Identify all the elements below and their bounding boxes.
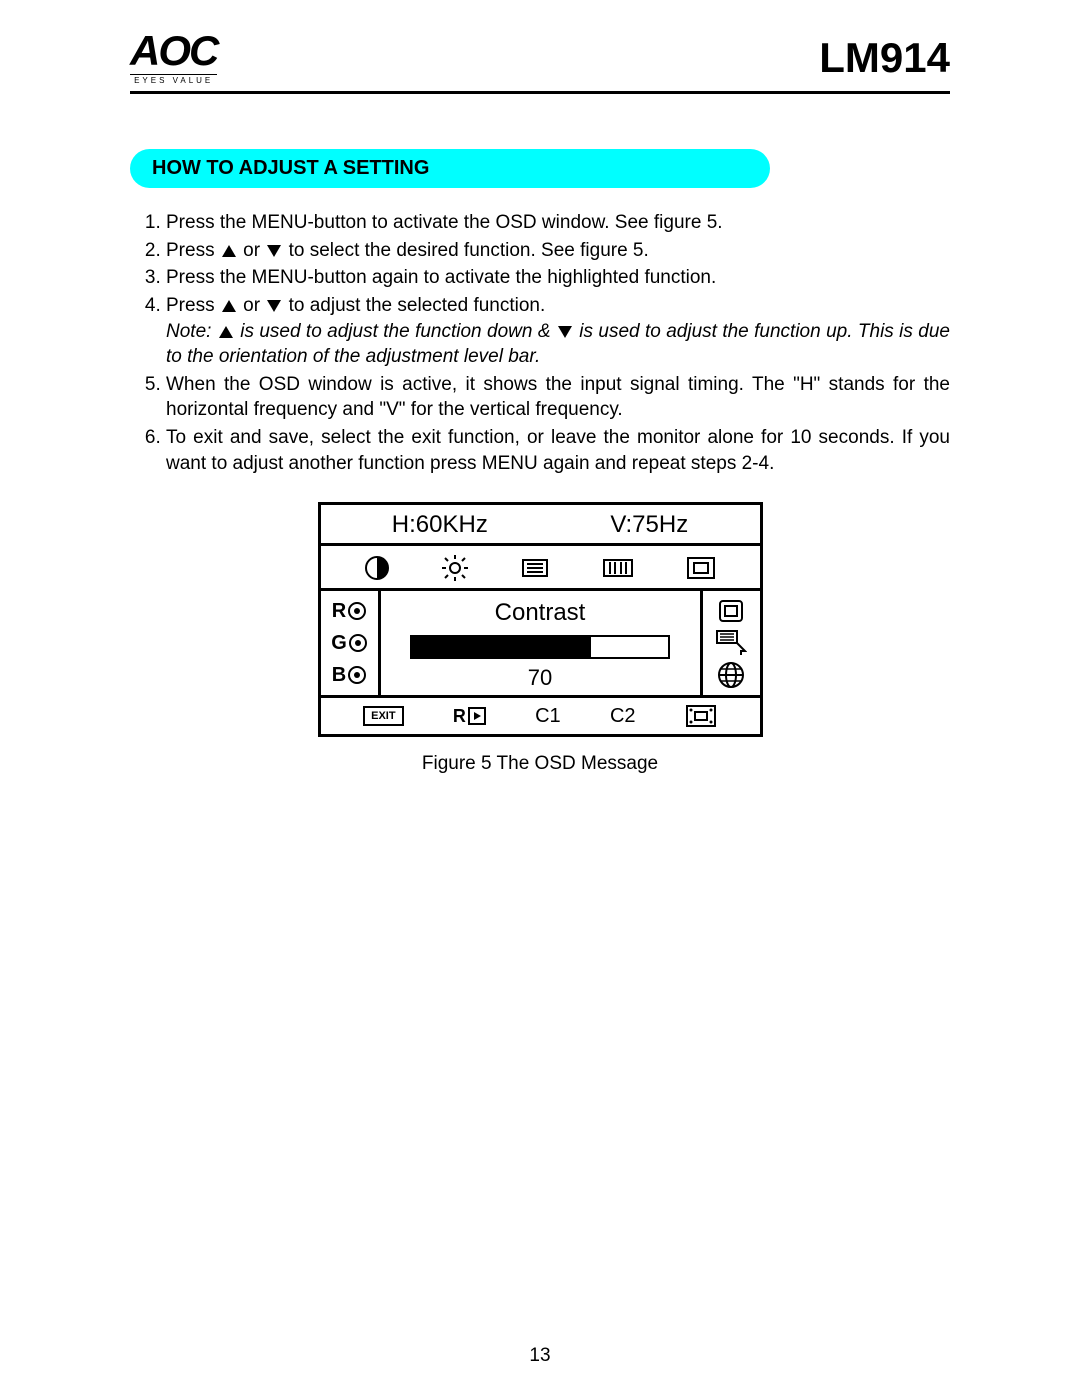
- section-title: HOW TO ADJUST A SETTING: [130, 149, 770, 188]
- brightness-icon: [441, 554, 469, 582]
- osd-top-icons: [321, 546, 760, 591]
- osd-left-icons: R G B: [321, 591, 381, 695]
- step-6: To exit and save, select the exit functi…: [166, 425, 950, 476]
- osd-v-frequency: V:75Hz: [610, 511, 688, 539]
- figure-caption: Figure 5 The OSD Message: [422, 753, 658, 775]
- step-3: Press the MENU-button again to activate …: [166, 265, 950, 291]
- model-number: LM914: [819, 34, 950, 82]
- figure-5: H:60KHz V:75Hz R G B Contrast: [130, 502, 950, 775]
- osd-timing-row: H:60KHz V:75Hz: [321, 505, 760, 546]
- hposition-icon: [520, 557, 550, 579]
- note-text-b: is used to adjust the function down &: [240, 321, 556, 342]
- osd-h-frequency: H:60KHz: [392, 511, 488, 539]
- up-triangle-icon: [222, 245, 236, 257]
- language-icon: [717, 661, 745, 689]
- brand-tagline: EYES VALUE: [130, 74, 217, 85]
- vposition-icon: [601, 557, 635, 579]
- color2-icon: C2: [610, 705, 636, 728]
- osd-window: H:60KHz V:75Hz R G B Contrast: [318, 502, 763, 737]
- step-2-text-b: or: [243, 240, 265, 261]
- down-triangle-icon: [558, 326, 572, 338]
- color1-icon: C1: [535, 705, 561, 728]
- brand-name: AOC: [130, 30, 217, 72]
- osd-level-fill: [412, 637, 591, 657]
- clock-icon: [717, 598, 745, 624]
- page-number: 13: [0, 1345, 1080, 1367]
- down-triangle-icon: [267, 245, 281, 257]
- blue-gain-icon: B: [332, 664, 366, 687]
- osd-body: R G B Contrast 70: [321, 591, 760, 695]
- green-gain-icon: G: [331, 632, 367, 655]
- step-1: Press the MENU-button to activate the OS…: [166, 210, 950, 236]
- brand-logo: AOC EYES VALUE: [130, 30, 217, 85]
- up-triangle-icon: [222, 300, 236, 312]
- size-icon: [686, 556, 716, 580]
- step-2: Press or to select the desired function.…: [166, 238, 950, 264]
- recall-icon: R: [453, 706, 486, 727]
- osd-bottom-icons: EXIT R C1 C2: [321, 695, 760, 734]
- step-4-text-b: or: [243, 295, 265, 316]
- osd-position-icon: [685, 704, 717, 728]
- step-2-text-a: Press: [166, 240, 220, 261]
- osd-level-bar: [410, 635, 670, 659]
- red-gain-icon: R: [332, 600, 366, 623]
- osd-center: Contrast 70: [381, 591, 700, 695]
- osd-right-icons: [700, 591, 760, 695]
- page-header: AOC EYES VALUE LM914: [130, 30, 950, 94]
- exit-icon: EXIT: [363, 706, 403, 726]
- step-4-text-a: Press: [166, 295, 220, 316]
- step-4-text-c: to adjust the selected function.: [289, 295, 546, 316]
- osd-value: 70: [397, 665, 684, 691]
- osd-function-label: Contrast: [397, 599, 684, 627]
- contrast-icon: [364, 555, 390, 581]
- up-triangle-icon: [219, 326, 233, 338]
- down-triangle-icon: [267, 300, 281, 312]
- instruction-list: Press the MENU-button to activate the OS…: [130, 210, 950, 476]
- step-4: Press or to adjust the selected function…: [166, 293, 950, 370]
- step-4-note: Note: is used to adjust the function dow…: [166, 319, 950, 370]
- note-text-a: Note:: [166, 321, 217, 342]
- phase-icon: [715, 629, 747, 655]
- step-2-text-c: to select the desired function. See figu…: [289, 240, 649, 261]
- step-5: When the OSD window is active, it shows …: [166, 372, 950, 423]
